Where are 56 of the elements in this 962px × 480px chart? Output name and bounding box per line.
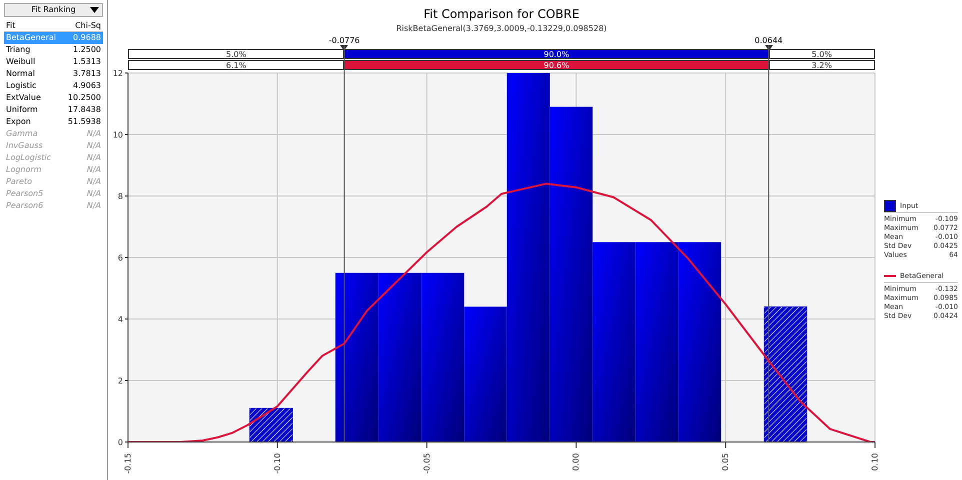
text: N/A xyxy=(86,189,101,198)
text: 6.1% xyxy=(128,60,344,70)
category-label: Triang xyxy=(5,44,32,56)
text: 5.0% xyxy=(128,49,344,59)
category-label: Logistic xyxy=(5,80,38,92)
y-tick-label: 12 xyxy=(112,68,123,78)
text: 51.5938 xyxy=(68,117,101,126)
text: N/A xyxy=(86,141,101,150)
category-label: Weibull xyxy=(5,56,36,68)
x-tick-label: 0.05 xyxy=(721,453,730,471)
text: Fit Ranking xyxy=(4,3,103,17)
category-label: Gamma xyxy=(5,128,39,140)
y-tick-label: 0 xyxy=(118,438,123,447)
category-label: Uniform xyxy=(5,104,39,116)
category-label: LogLogistic xyxy=(5,152,52,164)
x-tick-label: 0.00 xyxy=(572,453,581,471)
category-label: Normal xyxy=(5,68,36,80)
category-label: Pearson5 xyxy=(5,188,44,200)
category-label: Pareto xyxy=(5,176,33,188)
text: 90.6% xyxy=(344,60,769,70)
text: 4.9063 xyxy=(73,81,101,90)
text: 3.7813 xyxy=(73,69,101,78)
x-tick-label: -0.10 xyxy=(272,453,282,474)
category-label: ExtValue xyxy=(5,92,42,104)
x-tick-label: -0.15 xyxy=(124,453,132,474)
text: 10.2500 xyxy=(68,93,101,102)
text: N/A xyxy=(86,201,101,210)
text: Chi-Sq xyxy=(74,20,102,31)
text: Fit xyxy=(5,20,16,31)
text: 1.2500 xyxy=(73,45,101,54)
y-tick-label: 10 xyxy=(112,130,123,140)
text: 0.9688 xyxy=(73,33,101,42)
text: N/A xyxy=(86,165,101,174)
text: N/A xyxy=(86,129,101,138)
y-tick-label: 6 xyxy=(118,253,123,262)
y-tick-label: 8 xyxy=(118,192,123,201)
category-label: InvGauss xyxy=(5,140,44,152)
text: N/A xyxy=(86,177,101,186)
x-tick-label: -0.05 xyxy=(422,453,432,474)
chart-title: Fit Comparison for COBRE xyxy=(422,7,580,21)
ref-line-label: 0.0644 xyxy=(754,36,783,45)
text: 17.8438 xyxy=(68,105,101,114)
text: 5.0% xyxy=(768,49,875,59)
text: 1.5313 xyxy=(73,57,101,66)
category-label: BetaGeneral xyxy=(5,32,57,44)
category-label: Pearson6 xyxy=(5,200,44,212)
text: N/A xyxy=(86,153,101,162)
text: 3.2% xyxy=(768,60,875,70)
text: 90.0% xyxy=(344,49,769,59)
x-tick-label: 0.10 xyxy=(870,453,880,471)
y-tick-label: 4 xyxy=(118,314,123,324)
category-label: Expon xyxy=(5,116,32,128)
y-tick-label: 2 xyxy=(118,376,123,386)
chart-subtitle: RiskBetaGeneral(3.3769,3.0009,-0.13229,0.098528) xyxy=(395,24,608,33)
category-label: Lognorm xyxy=(5,164,42,176)
ref-line-label: -0.0776 xyxy=(328,36,360,45)
